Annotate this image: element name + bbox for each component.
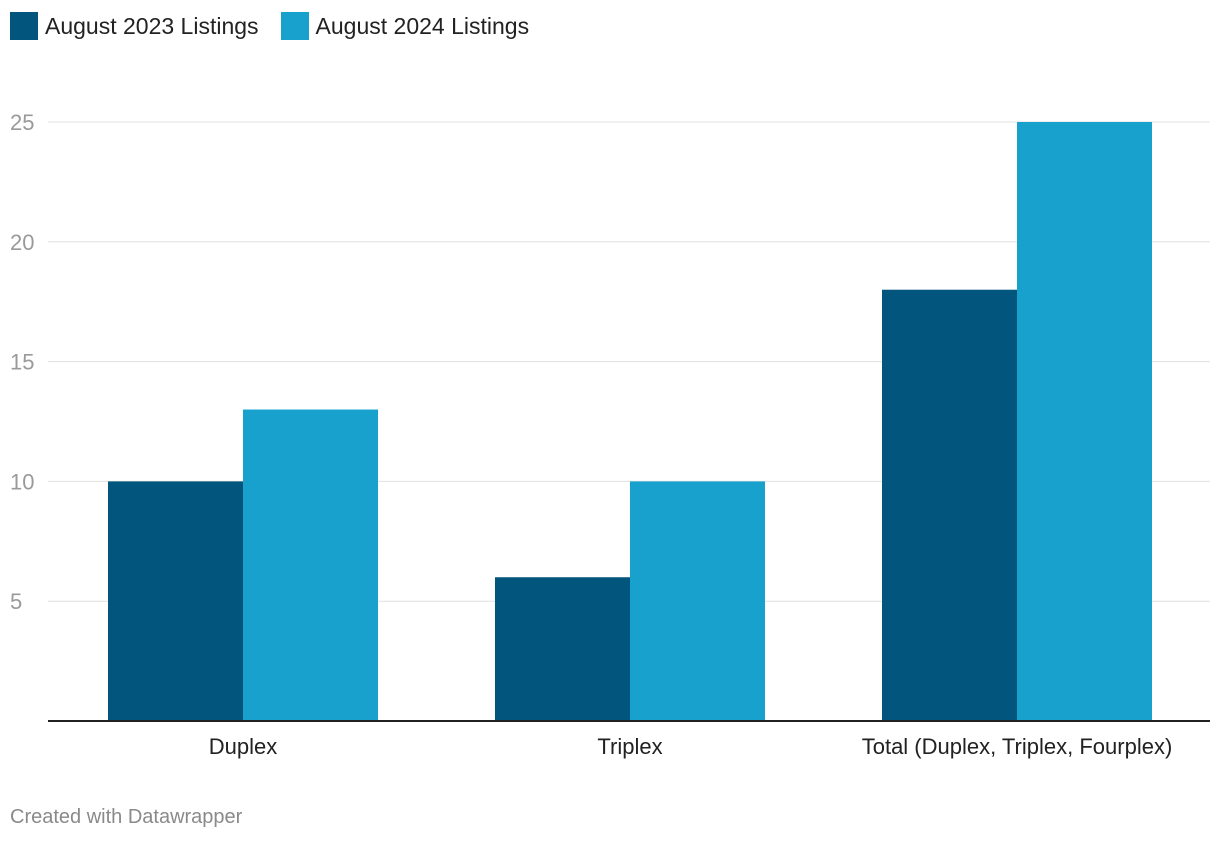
bar-2023-0 [108, 481, 243, 721]
legend-swatch-2024 [280, 12, 309, 40]
y-tick-label-5: 5 [10, 589, 22, 614]
x-category-label-1: Triplex [597, 734, 662, 759]
bar-2024-1 [630, 481, 765, 721]
legend-item-2023: August 2023 Listings [10, 12, 259, 40]
legend-swatch-2023 [10, 12, 38, 40]
x-category-label-0: Duplex [209, 734, 277, 759]
bar-2024-2 [1017, 122, 1152, 721]
legend: August 2023 Listings August 2024 Listing… [10, 12, 551, 40]
datawrapper-credit: Created with Datawrapper [10, 806, 243, 828]
y-tick-label-20: 20 [10, 230, 34, 255]
bar-2023-1 [495, 577, 630, 721]
legend-label-2023: August 2023 Listings [45, 12, 259, 39]
bar-2023-2 [882, 289, 1017, 721]
legend-item-2024: August 2024 Listings [280, 12, 530, 40]
bar-2024-0 [243, 409, 378, 721]
y-tick-label-10: 10 [10, 469, 34, 494]
legend-label-2024: August 2024 Listings [315, 12, 530, 39]
y-tick-label-25: 25 [10, 110, 34, 135]
x-category-label-2: Total (Duplex, Triplex, Fourplex) [862, 734, 1173, 759]
y-tick-label-15: 15 [10, 350, 34, 375]
